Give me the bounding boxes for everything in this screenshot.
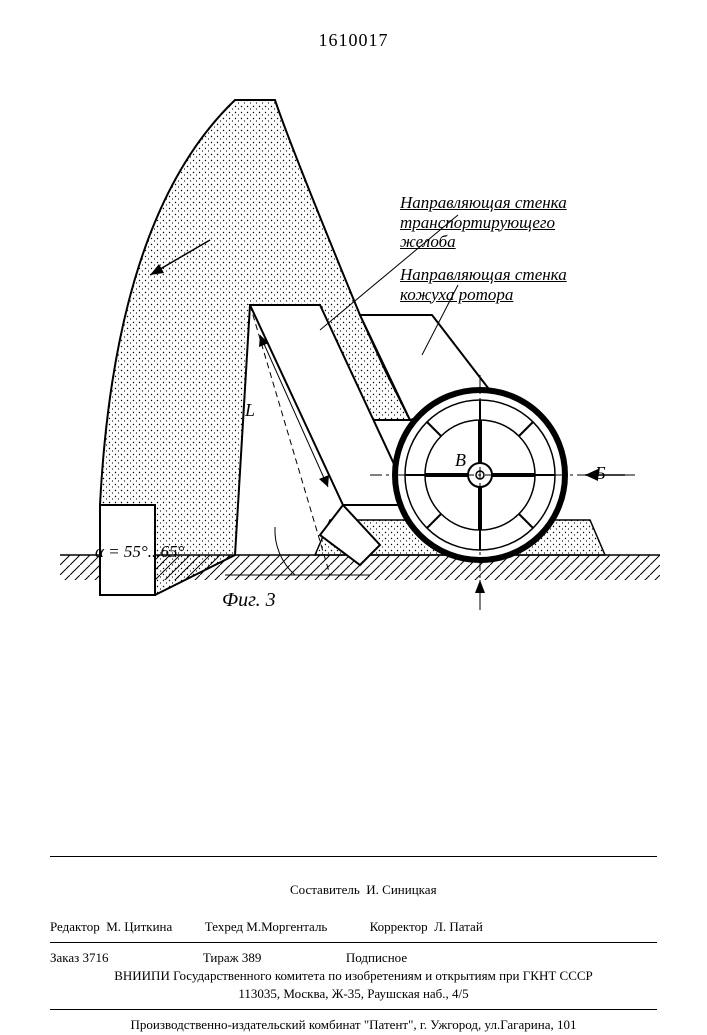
- corrector: Корректор Л. Патай: [370, 919, 483, 934]
- compiler: Составитель И. Синицкая: [290, 882, 437, 897]
- label-chute-wall-line1: Направляющая стенкатранспортирующегожело…: [400, 193, 567, 251]
- org-line1: ВНИИПИ Государственного комитета по изоб…: [50, 967, 657, 985]
- publication-number: 1610017: [0, 30, 707, 51]
- subscription: Подписное: [346, 950, 407, 965]
- dimension-L: L: [245, 400, 255, 421]
- techred: Техред М.Моргенталь: [205, 919, 328, 934]
- printer-line: Производственно-издательский комбинат "П…: [50, 1016, 657, 1034]
- label-rotor-casing-wall-text: Направляющая стенкакожуха ротора: [400, 265, 567, 304]
- label-rotor-casing-wall: Направляющая стенкакожуха ротора: [400, 265, 567, 304]
- order-no: Заказ 3716: [50, 950, 109, 965]
- imprint-footer: Составитель И. Синицкая Редактор М. Цитк…: [50, 850, 657, 1035]
- org-line2: 113035, Москва, Ж-35, Раушская наб., 4/5: [50, 985, 657, 1003]
- side-letter-B: Б: [595, 463, 606, 484]
- circulation: Тираж 389: [203, 950, 262, 965]
- editor: Редактор М. Циткина: [50, 919, 172, 934]
- label-chute-wall: Направляющая стенкатранспортирующегожело…: [400, 193, 567, 252]
- figure-caption: Фиг. 3: [222, 589, 276, 612]
- rotor-letter-B: В: [455, 450, 466, 471]
- angle-label: α = 55°...65°: [95, 542, 184, 562]
